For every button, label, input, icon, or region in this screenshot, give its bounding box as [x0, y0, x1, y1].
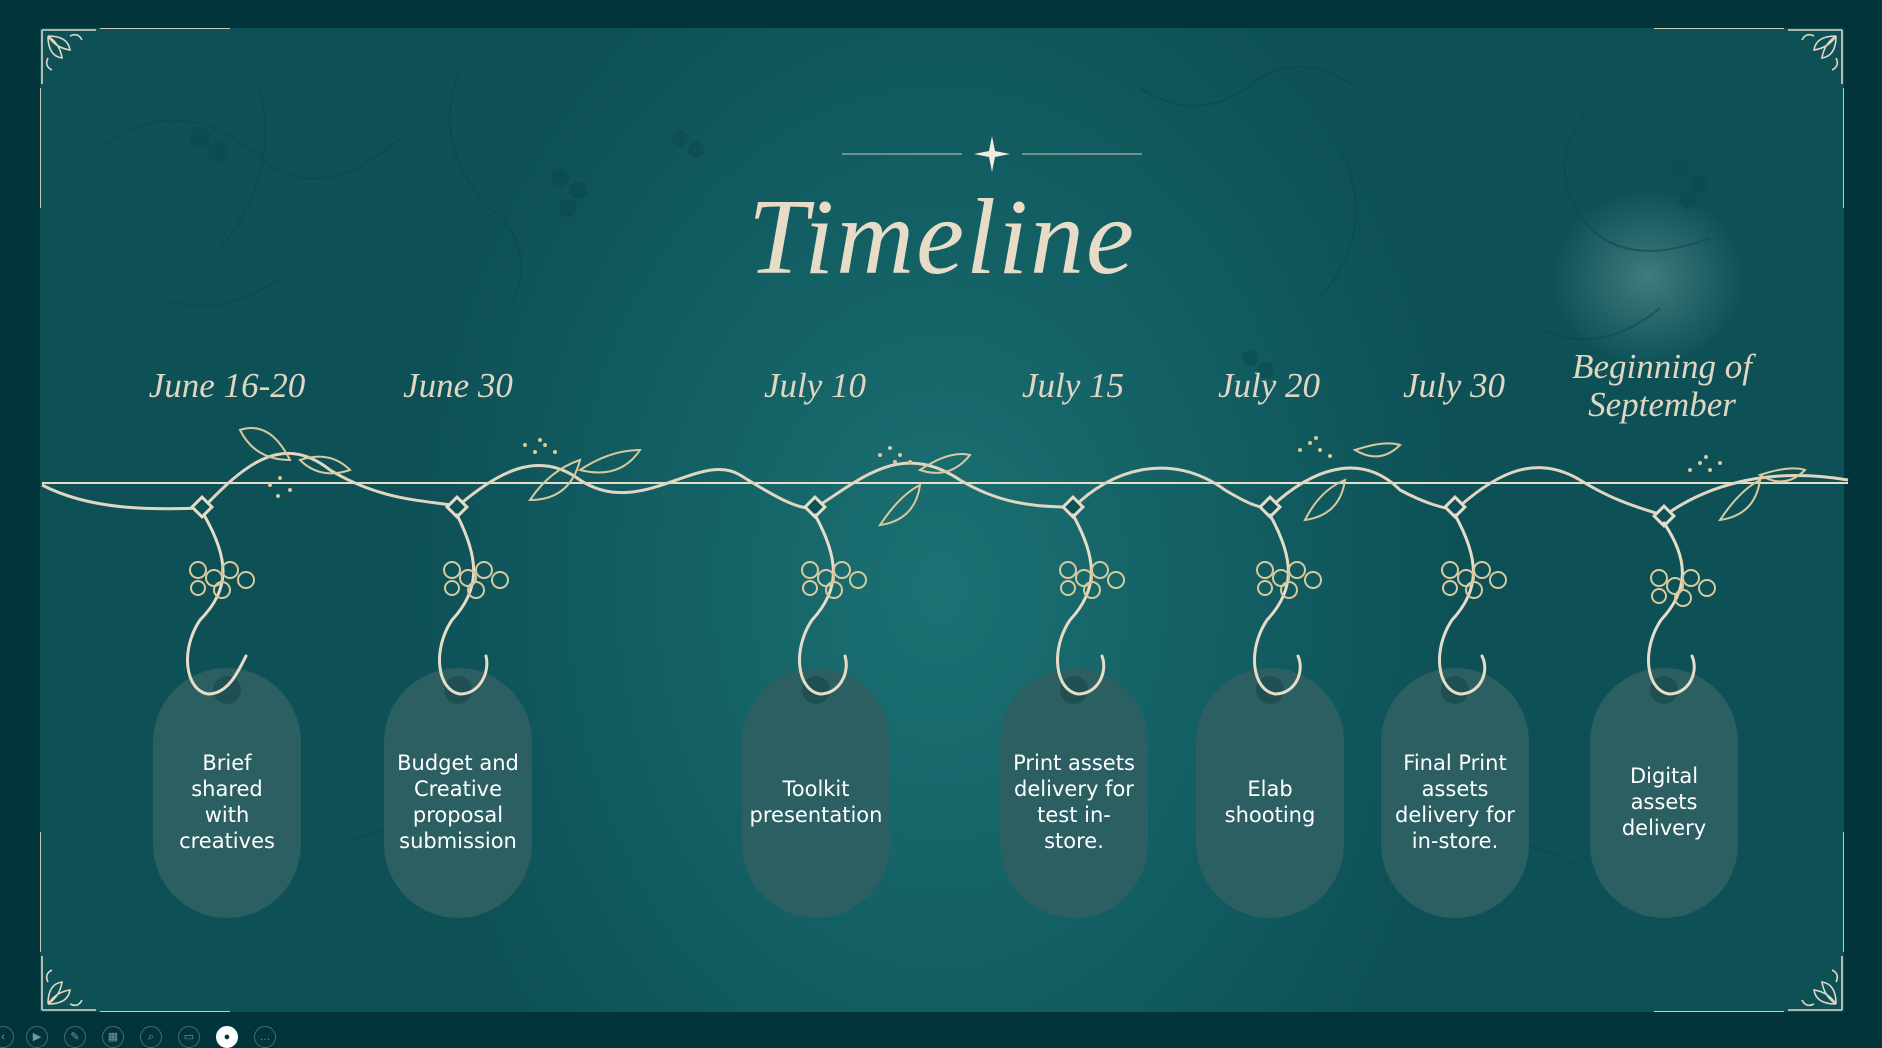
milestone-tag: Digital assets delivery	[1590, 668, 1738, 918]
milestone-tag: Brief shared with creatives	[153, 668, 301, 918]
milestone-task: Elab shooting	[1224, 777, 1316, 827]
tag-hole	[802, 676, 830, 704]
frame-line-bottom-left	[100, 1011, 230, 1012]
milestone-date: July 30	[1402, 366, 1506, 405]
milestone-task: Brief shared with creatives	[179, 751, 275, 853]
foliage-texture	[99, 65, 1711, 869]
milestone-task: Final Print assets delivery for in-store…	[1395, 751, 1515, 853]
play-icon[interactable]: ▶	[26, 1026, 48, 1048]
pen-icon[interactable]: ✎	[64, 1026, 86, 1048]
frame-line-bottom-right	[1654, 1011, 1784, 1012]
corner-ornament-icon	[1788, 29, 1843, 84]
milestone-tag: Final Print assets delivery for in-store…	[1381, 668, 1529, 918]
tag-hole	[444, 676, 472, 704]
milestone-task: Digital assets delivery	[1621, 764, 1707, 840]
milestone-date: July 15	[1021, 366, 1125, 405]
subtitles-icon[interactable]: ▭	[178, 1026, 200, 1048]
tag-hole	[1441, 676, 1469, 704]
milestone-task: Budget and Creative proposal submission	[397, 751, 519, 853]
corner-ornament-icon	[41, 956, 96, 1011]
slide-title: Timeline	[748, 178, 1136, 297]
corner-ornament-icon	[1788, 956, 1843, 1011]
milestone-tag: Budget and Creative proposal submission	[384, 668, 532, 918]
frame-line-top-right	[1654, 28, 1784, 29]
milestone-date: July 20	[1217, 366, 1321, 405]
slide: Timeline	[40, 28, 1844, 1012]
tag-hole	[1060, 676, 1088, 704]
tag-hole	[213, 676, 241, 704]
presenter-toolbar: ‹ ▶ ✎ ▦ ⌕ ▭ ● …	[0, 1020, 300, 1048]
milestone-tag: Elab shooting	[1196, 668, 1344, 918]
milestone-task: Print assets delivery for test in-store.	[1013, 751, 1135, 853]
zoom-icon[interactable]: ⌕	[140, 1026, 162, 1048]
corner-ornament-icon	[41, 29, 96, 84]
star-ornament-icon	[842, 136, 1142, 172]
frame-line-left-bottom	[40, 832, 41, 952]
grid-icon[interactable]: ▦	[102, 1026, 124, 1048]
milestone-date: July 10	[763, 366, 867, 405]
milestone-task: Toolkit presentation	[749, 777, 883, 827]
tag-hole	[1650, 676, 1678, 704]
milestone-tag: Toolkit presentation	[742, 668, 890, 918]
milestone-date: June 30	[403, 366, 513, 405]
previous-icon[interactable]: ‹	[0, 1026, 14, 1048]
milestone-tag: Print assets delivery for test in-store.	[1000, 668, 1148, 918]
milestone-date: June 16-20	[148, 366, 306, 405]
tag-hole	[1256, 676, 1284, 704]
frame-line-right-top	[1843, 88, 1844, 208]
camera-icon[interactable]: ●	[216, 1026, 238, 1048]
frame-line-right-bottom	[1843, 832, 1844, 952]
frame-line-left-top	[40, 88, 41, 208]
frame-line-top-left	[100, 28, 230, 29]
milestone-date: Beginning of September	[1572, 347, 1752, 424]
more-icon[interactable]: …	[254, 1026, 276, 1048]
